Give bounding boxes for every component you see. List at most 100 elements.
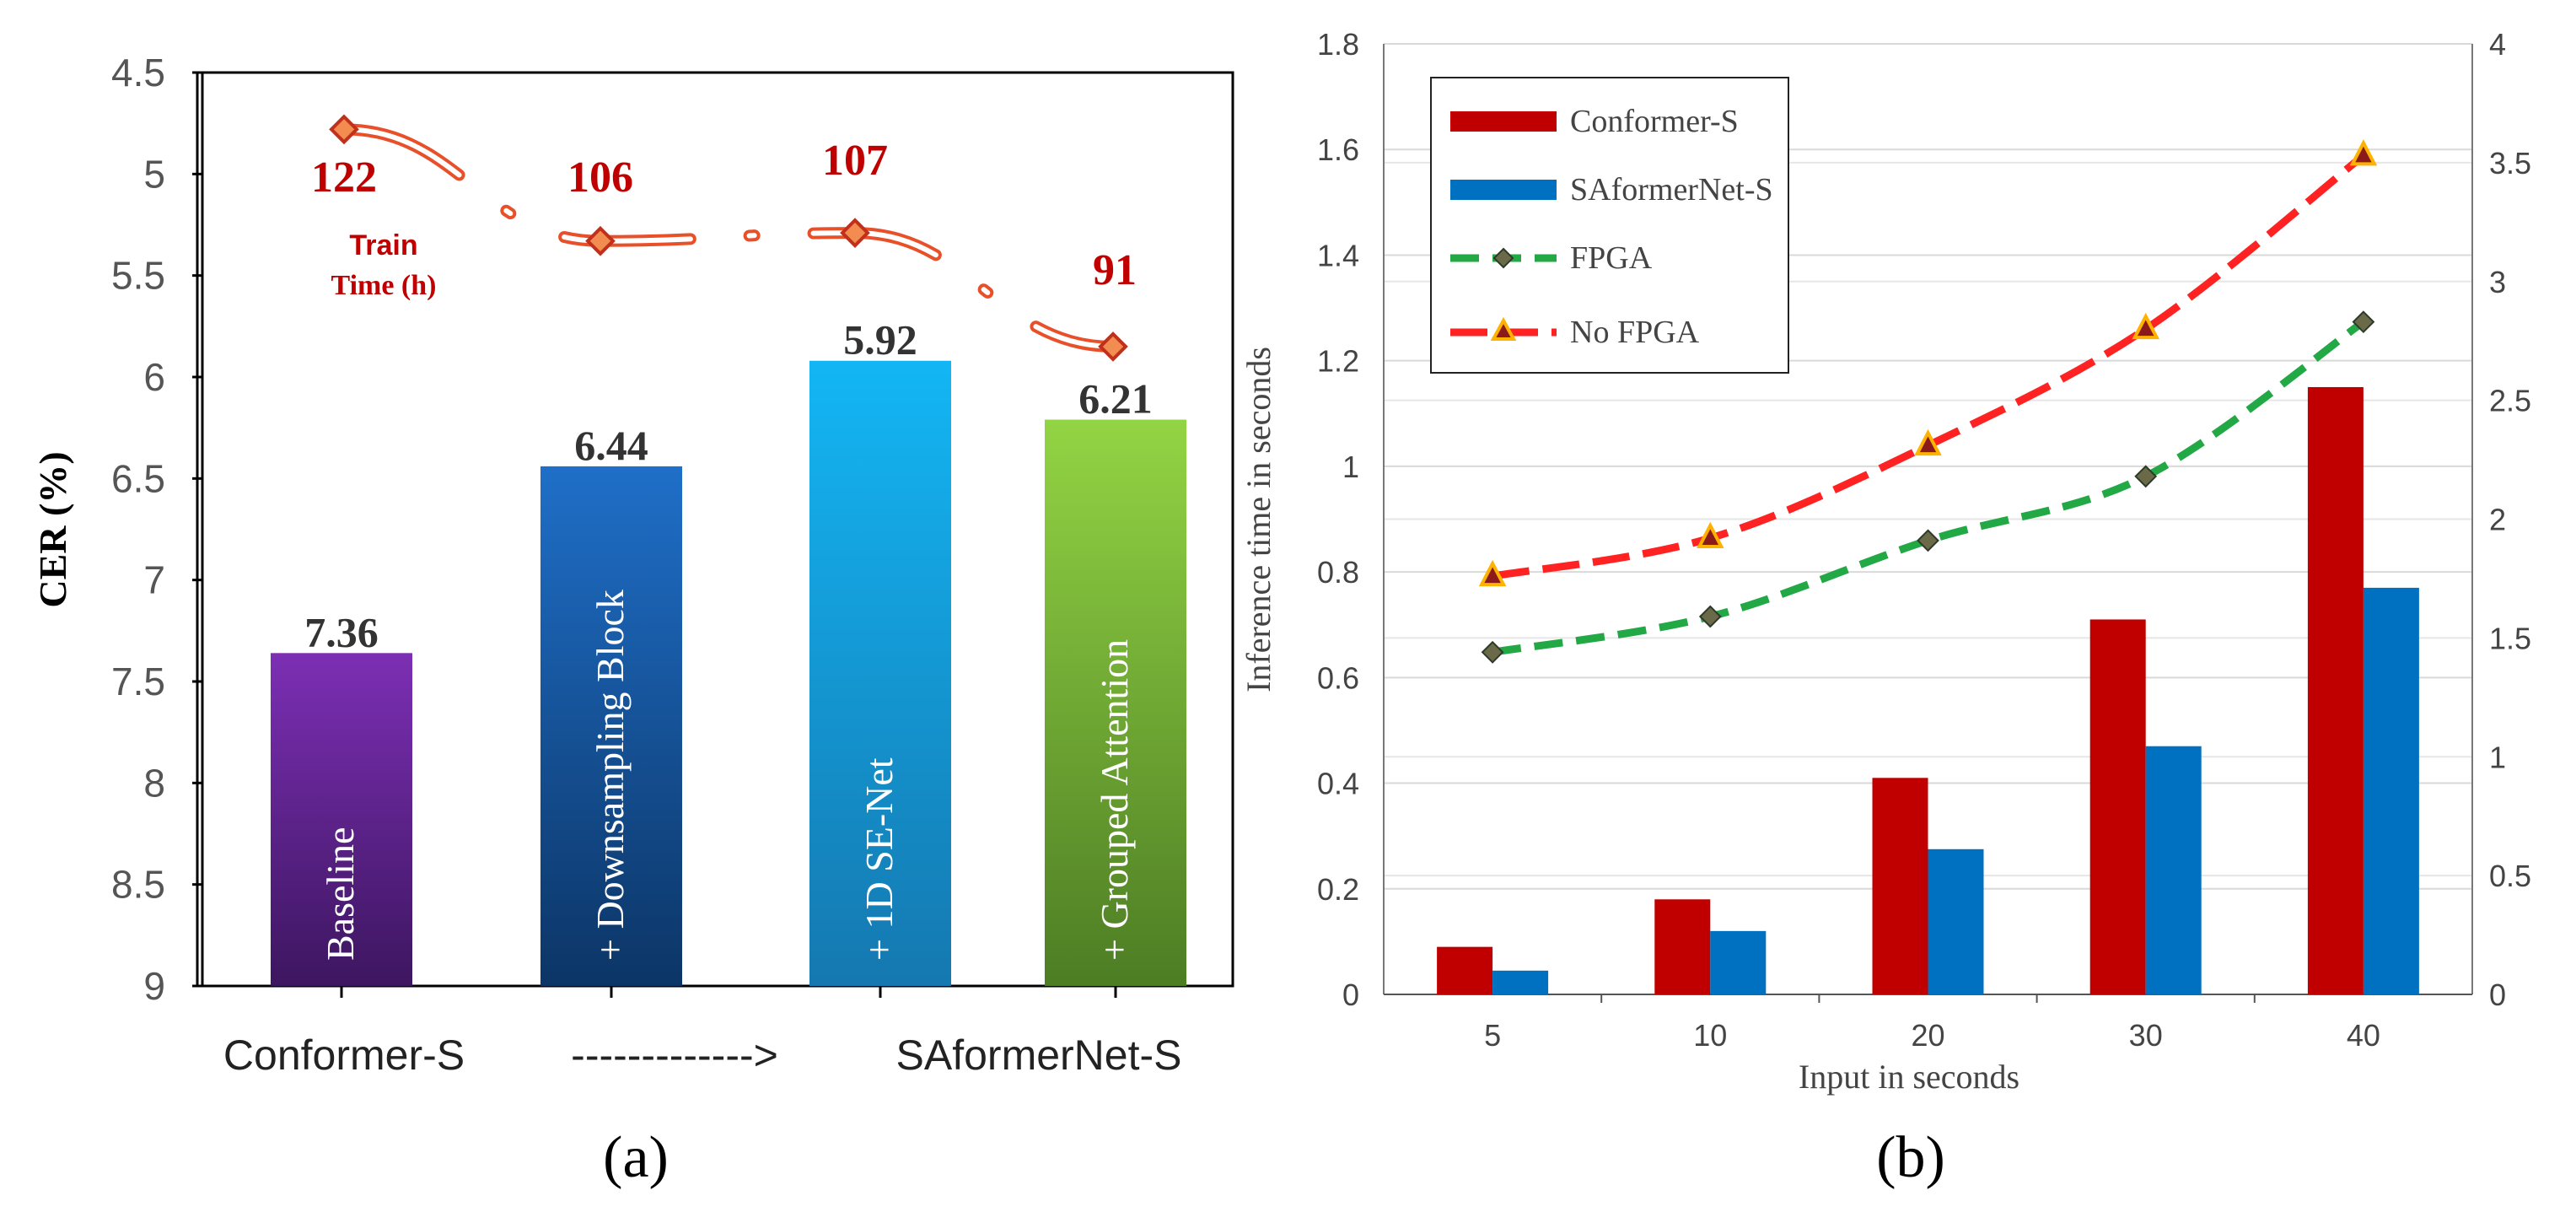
- panel-a-label: (a): [603, 1125, 669, 1190]
- panel-a-y-tick-label: 8: [143, 761, 165, 805]
- panel-a-train-time-line-inner: [341, 127, 1116, 349]
- panel-a-y-tick-label: 9: [143, 964, 165, 1008]
- panel-b-y2-tick-label: 4: [2489, 27, 2506, 62]
- panel-a-bar-value-label: 6.44: [574, 422, 648, 469]
- panel-a-y-tick-label: 7.5: [111, 660, 165, 703]
- panel-a-y-axis-label: CER (%): [31, 451, 74, 607]
- panel-b-x-tick-label: 10: [1693, 1018, 1727, 1053]
- panel-b-marker-fpga: [2352, 310, 2375, 334]
- panel-a-bar-inner-label: + 1D SE-Net: [858, 757, 901, 961]
- panel-b-y-tick-label: 1: [1342, 450, 1359, 484]
- panel-a-bar-value-label: 7.36: [304, 608, 379, 655]
- panel-b-marker-nofpga: [2349, 139, 2378, 166]
- panel-a-bars: 7.36 Baseline 6.44 + Downsampling Block 5.92…: [271, 316, 1186, 986]
- panel-b-bar-saformernet: [1492, 970, 1549, 994]
- panel-a-bar: [1045, 419, 1186, 986]
- panel-a-bar-value-label: 6.21: [1078, 375, 1153, 423]
- panel-b-marker-fpga: [1917, 529, 1939, 552]
- panel-b-x-tick-label: 30: [2129, 1018, 2163, 1053]
- panel-a-train-time-value-label: 91: [1093, 246, 1137, 294]
- panel-b-marker-nofpga: [1914, 428, 1942, 456]
- panel-b-y2-tick-label: 3: [2489, 265, 2506, 299]
- panel-a-bar: [540, 466, 682, 986]
- panel-a-bar: [271, 653, 412, 986]
- panel-a: 4.5 5 5.5 6 6.5 7 7.5 8 8.5 9 7.36 Baseline 6.44 + D…: [31, 51, 1234, 1190]
- panel-b-marker-nofpga: [1478, 559, 1507, 587]
- panel-b-bar-saformernet: [1710, 930, 1767, 994]
- panel-a-bar: [809, 360, 951, 986]
- panel-b-marker-nofpga: [1697, 521, 1724, 549]
- panel-b-x-tick-label: 5: [1484, 1018, 1501, 1053]
- panel-a-y-tick-label: 5: [143, 152, 165, 196]
- panel-b-y-tick-label: 1.2: [1317, 344, 1359, 379]
- panel-b-x-tick-label: 20: [1911, 1018, 1944, 1053]
- panel-a-train-time-marker: [329, 114, 359, 145]
- panel-a-train-time-value-label: 122: [311, 154, 377, 202]
- panel-a-caption-right: SAformerNet-S: [896, 1032, 1182, 1079]
- panel-a-train-time-line-outer: [338, 123, 1119, 353]
- panel-a-train-time-marker: [840, 218, 870, 248]
- panel-a-train-time-marker: [1098, 331, 1128, 362]
- legend-label-saformernet: SAformerNet-S: [1570, 172, 1773, 207]
- panel-b-bar-conformer: [2307, 386, 2364, 994]
- panel-b-bar-saformernet: [1928, 848, 1984, 994]
- legend-label-fpga: FPGA: [1570, 240, 1653, 276]
- panel-b-marker-nofpga: [2132, 312, 2159, 340]
- legend-label-nofpga: No FPGA: [1570, 315, 1700, 350]
- panel-a-y-tick-label: 7: [143, 558, 165, 602]
- panel-a-bar-value-label: 5.92: [843, 316, 917, 364]
- panel-b-bar-saformernet: [2145, 746, 2202, 994]
- legend-marker-fpga: [1492, 247, 1514, 269]
- panel-b-y2-tick-label: 2.5: [2489, 384, 2531, 418]
- panel-b-y-tick-label: 0: [1342, 978, 1359, 1012]
- panel-b-y2-tick-label: 0.5: [2489, 859, 2531, 893]
- panel-b-bar-conformer: [2089, 619, 2146, 994]
- panel-b-y-tick-label: 1.6: [1317, 132, 1359, 167]
- panel-a-train-time-marker: [585, 225, 616, 256]
- panel-b-y-tick-label: 0.6: [1317, 660, 1359, 695]
- panel-b-y-tick-label: 0.4: [1317, 767, 1359, 801]
- panel-a-y-tick-label: 4.5: [111, 51, 165, 94]
- panel-a-y-tick-label: 6: [143, 355, 165, 399]
- panel-b-bar-conformer: [1872, 778, 1928, 994]
- panel-b-marker-fpga: [1481, 640, 1504, 664]
- panel-b-y-tick-label: 1.8: [1317, 27, 1359, 62]
- panel-b-x-axis-label: Input in seconds: [1799, 1058, 2019, 1096]
- legend-swatch-saformernet: [1450, 180, 1557, 200]
- panel-a-y-tick-label: 6.5: [111, 456, 165, 500]
- panel-b-y-tick-label: 1.4: [1317, 238, 1359, 272]
- panel-b: 0 0.2 0.4 0.6 0.8 1 1.2 1.4 1.6 1.8 0 0.5 1 1.5 2 2.5 3…: [1240, 27, 2531, 1190]
- panel-b-bars: [1437, 386, 2419, 994]
- panel-a-y-tick-label: 8.5: [111, 863, 165, 907]
- panel-b-bar-conformer: [1654, 899, 1711, 994]
- panel-b-y2-tick-label: 0: [2489, 978, 2506, 1012]
- panel-a-y-ticks: 4.5 5 5.5 6 6.5 7 7.5 8 8.5 9: [111, 51, 202, 1008]
- panel-b-y-ticks: 0 0.2 0.4 0.6 0.8 1 1.2 1.4 1.6 1.8: [1317, 27, 1359, 1012]
- panel-b-label: (b): [1876, 1125, 1945, 1190]
- legend-label-conformer: Conformer-S: [1570, 104, 1739, 139]
- panel-a-train-time-annotation-line2: Time (h): [331, 270, 437, 301]
- panel-b-bar-saformernet: [2363, 587, 2419, 994]
- panel-b-legend: Conformer-S SAformerNet-S FPGA No FPGA: [1430, 77, 1789, 374]
- panel-b-y2-tick-label: 3.5: [2489, 146, 2531, 180]
- panel-b-bar-conformer: [1437, 946, 1493, 994]
- panel-b-y2-ticks: 0 0.5 1 1.5 2 2.5 3 3.5 4: [2489, 27, 2531, 1012]
- panel-b-marker-fpga: [2134, 465, 2158, 488]
- panel-a-x-ticks: [340, 986, 1117, 998]
- panel-a-caption-left: Conformer-S: [223, 1032, 465, 1079]
- panel-a-train-time-value-label: 106: [567, 154, 633, 202]
- panel-a-train-time: 122 106 107 91: [311, 114, 1137, 362]
- panel-b-line-fpga: [1492, 318, 2366, 656]
- legend-marker-nofpga: [1490, 316, 1517, 341]
- panel-b-y-tick-label: 0.2: [1317, 872, 1359, 907]
- panel-a-bar-inner-label: + Grouped Attention: [1093, 639, 1136, 961]
- panel-a-train-time-value-label: 107: [822, 137, 888, 185]
- panel-b-marker-fpga: [1698, 605, 1722, 628]
- panel-b-y2-tick-label: 1.5: [2489, 621, 2531, 655]
- panel-b-x-ticks: 5 10 20 30 40: [1484, 994, 2380, 1053]
- panel-b-lines: [1478, 139, 2378, 664]
- panel-a-y-tick-label: 5.5: [111, 254, 165, 298]
- panel-b-y2-tick-label: 1: [2489, 740, 2506, 774]
- panel-a-caption-arrow: ------------->: [571, 1032, 778, 1079]
